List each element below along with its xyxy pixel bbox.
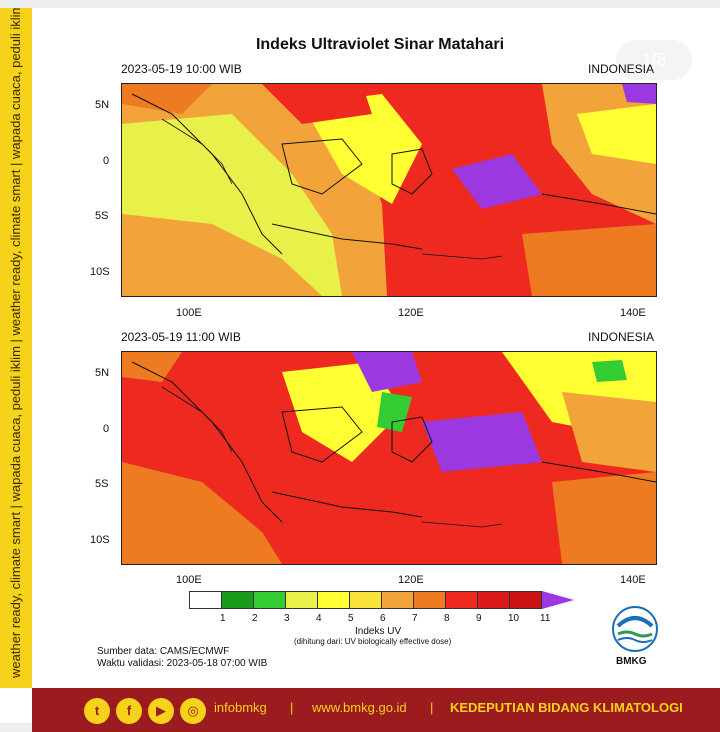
legend-value: 10 xyxy=(508,613,520,624)
map1-lat-0: 0 xyxy=(103,155,110,167)
legend-value: 11 xyxy=(540,613,551,624)
twitter-icon[interactable]: t xyxy=(84,698,110,724)
source-data: Sumber data: CAMS/ECMWF xyxy=(97,646,230,657)
legend-swatch xyxy=(317,591,350,609)
legend-swatch xyxy=(189,591,222,609)
map2-lat-0: 0 xyxy=(103,423,110,435)
legend-value: 5 xyxy=(348,613,354,624)
legend-value: 6 xyxy=(380,613,386,624)
legend-subtitle: (dihitung dari: UV biologically effectiv… xyxy=(294,637,452,646)
map1-lat-5s: 5S xyxy=(95,210,109,222)
footer-separator-1: | xyxy=(290,700,294,715)
uv-legend: 1 2 3 4 5 6 7 8 9 10 11 xyxy=(189,591,574,624)
uv-map-1100-graphic xyxy=(122,352,656,564)
uv-map-1100 xyxy=(121,351,657,565)
legend-value: 3 xyxy=(284,613,290,624)
footer-handle[interactable]: infobmkg xyxy=(214,700,267,715)
side-strip: weather ready, climate smart | wapada cu… xyxy=(0,8,32,688)
legend-value: 8 xyxy=(444,613,450,624)
legend-overflow-arrow xyxy=(542,591,574,609)
legend-swatch xyxy=(221,591,254,609)
uv-map-1000-graphic xyxy=(122,84,656,296)
map1-time: 2023-05-19 10:00 WIB xyxy=(121,62,242,76)
legend-swatch xyxy=(477,591,510,609)
map2-lat-5n: 5N xyxy=(95,367,110,379)
legend-value: 4 xyxy=(316,613,322,624)
side-tagline: weather ready, climate smart | wapada cu… xyxy=(8,8,23,678)
footer-bar: t f ▶ ◎ infobmkg | www.bmkg.go.id | KEDE… xyxy=(32,688,720,732)
page-counter-badge[interactable]: 1/8 xyxy=(616,40,692,80)
legend-values: 1 2 3 4 5 6 7 8 9 10 11 xyxy=(190,613,590,627)
map1-lat-5n: 5N xyxy=(95,99,110,111)
footer-website-link[interactable]: www.bmkg.go.id xyxy=(312,700,407,715)
map1-lat-10s: 10S xyxy=(90,266,110,278)
uv-map-1000 xyxy=(121,83,657,297)
map2-lon-120e: 120E xyxy=(398,574,424,586)
legend-color-bar xyxy=(189,591,574,609)
legend-swatch xyxy=(253,591,286,609)
legend-value: 2 xyxy=(252,613,258,624)
map2-time: 2023-05-19 11:00 WIB xyxy=(121,330,241,344)
map2-lon-140e: 140E xyxy=(620,574,646,586)
legend-swatch xyxy=(413,591,446,609)
map1-lon-100e: 100E xyxy=(176,307,202,319)
map2-lon-100e: 100E xyxy=(176,574,202,586)
legend-value: 7 xyxy=(412,613,418,624)
legend-swatch xyxy=(445,591,478,609)
map2-region: INDONESIA xyxy=(588,330,655,344)
youtube-icon[interactable]: ▶ xyxy=(148,698,174,724)
legend-value: 9 xyxy=(476,613,482,624)
legend-swatch xyxy=(509,591,542,609)
legend-swatch xyxy=(285,591,318,609)
bmkg-logo-text: BMKG xyxy=(616,656,647,667)
map1-region: INDONESIA xyxy=(588,62,655,76)
legend-title: Indeks UV xyxy=(355,626,402,637)
footer-department: KEDEPUTIAN BIDANG KLIMATOLOGI xyxy=(450,700,683,715)
map1-lon-120e: 120E xyxy=(398,307,424,319)
map1-lon-140e: 140E xyxy=(620,307,646,319)
legend-swatch xyxy=(349,591,382,609)
footer-separator-2: | xyxy=(430,700,434,715)
validation-time: Waktu validasi: 2023-05-18 07:00 WIB xyxy=(97,658,268,669)
map2-lat-10s: 10S xyxy=(90,534,110,546)
map2-lat-5s: 5S xyxy=(95,478,109,490)
bmkg-logo-icon xyxy=(612,606,658,652)
facebook-icon[interactable]: f xyxy=(116,698,142,724)
map-title: Indeks Ultraviolet Sinar Matahari xyxy=(255,36,505,53)
instagram-icon[interactable]: ◎ xyxy=(180,698,206,724)
legend-swatch xyxy=(381,591,414,609)
legend-value: 1 xyxy=(220,613,226,624)
